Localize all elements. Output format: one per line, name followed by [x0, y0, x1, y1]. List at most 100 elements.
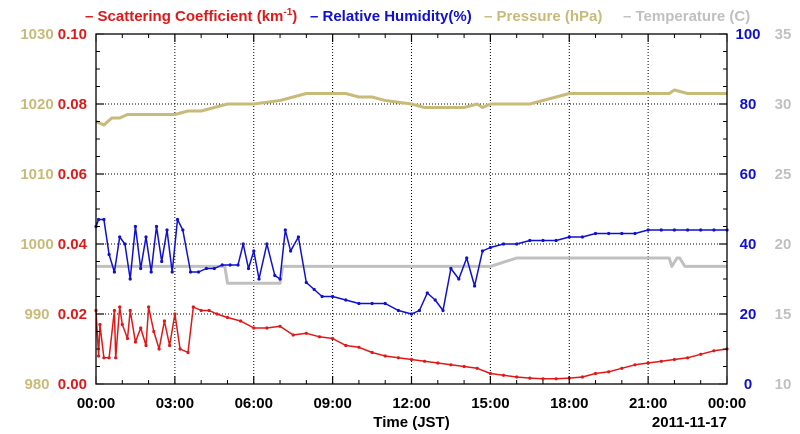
relative-humidity-point: [273, 273, 277, 278]
x-axis-tick-label: 00:00: [708, 395, 746, 412]
relative-humidity-point: [417, 308, 421, 313]
scattering-coefficient-point: [344, 343, 348, 348]
relative-humidity-point: [220, 263, 224, 267]
scattering-coefficient-point: [102, 356, 106, 360]
scattering-coefficient-point: [125, 336, 130, 341]
scattering-coefficient-point: [528, 376, 532, 380]
scattering-coefficient-point: [186, 350, 190, 355]
relative-humidity-point: [144, 235, 148, 239]
x-axis-tick-label: 06:00: [235, 395, 273, 412]
scattering-coefficient-point: [162, 319, 166, 323]
scattering-coefficient-point: [423, 359, 427, 363]
scattering-coefficient-point: [128, 308, 132, 313]
scattering-coefficient-point: [278, 324, 282, 328]
relative-humidity-point: [449, 266, 453, 271]
relative-humidity-point: [160, 259, 164, 264]
relative-humidity-point: [149, 270, 153, 274]
scattering-coefficient-point: [620, 366, 624, 370]
relative-humidity-point: [396, 308, 400, 313]
relative-humidity-point: [296, 235, 300, 239]
scattering-coefficient-point: [291, 333, 295, 337]
scattering-coefficient-point: [133, 340, 137, 344]
relative-humidity-point: [97, 217, 101, 222]
relative-humidity-point: [593, 231, 598, 236]
relative-humidity-point: [465, 256, 469, 260]
relative-humidity-point: [607, 231, 611, 236]
humidity-axis-tick-label: 20: [740, 306, 757, 323]
x-axis-title: Time (JST): [373, 414, 449, 431]
relative-humidity-point: [488, 245, 492, 250]
scattering-coefficient-point: [178, 347, 182, 351]
relative-humidity-point: [139, 266, 143, 271]
relative-humidity-point: [112, 270, 116, 274]
scattering-coefficient-point: [107, 356, 111, 360]
scattering-coefficient-point: [370, 350, 374, 355]
relative-humidity-point: [633, 231, 637, 236]
relative-humidity-point: [128, 277, 132, 281]
relative-humidity-point: [501, 242, 506, 246]
relative-humidity-point: [196, 270, 201, 274]
scattering-coefficient-point: [265, 326, 269, 330]
pressure-axis-tick-label: 1030: [20, 26, 53, 43]
scattering-coefficient-point: [436, 361, 440, 365]
scattering-coefficient-point: [118, 305, 122, 309]
pressure-axis-tick-label: 980: [24, 376, 49, 393]
relative-humidity-point: [312, 287, 316, 292]
scattering-coefficient-point: [152, 329, 156, 334]
pressure-series-line: [95, 88, 727, 127]
series-layer: [94, 88, 729, 381]
scattering-coefficient-series-line: [95, 306, 728, 380]
scattering-coefficient-point: [357, 345, 361, 349]
scattering-coefficient-point: [98, 322, 102, 327]
scattering-coefficient-point: [488, 371, 492, 376]
relative-humidity-point: [457, 277, 461, 281]
pressure-axis-tick-label: 990: [24, 306, 49, 323]
scattering-coefficient-point: [168, 343, 172, 348]
scattering-coefficient-point: [157, 347, 161, 351]
relative-humidity-point: [123, 242, 127, 246]
relative-humidity-point: [165, 228, 169, 232]
scattering-coefficient-point: [112, 308, 116, 313]
date-label: 2011-11-17: [652, 414, 727, 431]
humidity-axis-tick-label: 100: [735, 26, 760, 43]
scattering-axis-tick-label: 0.04: [58, 236, 88, 253]
axis-ticks: [95, 33, 728, 385]
humidity-axis-tick-label: 80: [740, 96, 757, 113]
relative-humidity-point: [265, 242, 269, 246]
relative-humidity-point: [175, 217, 180, 222]
relative-humidity-point: [672, 228, 677, 232]
relative-humidity-point: [252, 249, 256, 253]
scattering-coefficient-point: [304, 331, 308, 335]
scattering-coefficient-point: [712, 349, 716, 353]
humidity-axis-tick-label: 0: [744, 376, 752, 393]
relative-humidity-point: [686, 228, 690, 232]
scattering-coefficient-point: [191, 305, 195, 309]
temperature-axis-tick-label: 15: [775, 306, 792, 323]
relative-humidity-point: [320, 294, 324, 299]
relative-humidity-point: [357, 301, 361, 306]
scattering-coefficient-point: [144, 343, 148, 348]
scattering-coefficient-point: [699, 352, 703, 356]
scattering-coefficient-point: [331, 336, 335, 341]
legend-entry-2: – Relative Humidity(%): [310, 8, 472, 25]
relative-humidity-point: [107, 252, 111, 257]
temperature-axis-tick-label: 10: [775, 376, 792, 393]
relative-humidity-point: [283, 228, 287, 232]
relative-humidity-point: [170, 270, 174, 274]
scattering-coefficient-point: [147, 305, 151, 309]
scattering-coefficient-point: [607, 370, 611, 374]
scattering-coefficient-point: [114, 356, 118, 360]
pressure-axis-tick-label: 1020: [20, 96, 53, 113]
scattering-coefficient-point: [120, 322, 124, 327]
pressure-axis-tick-label: 1010: [20, 166, 53, 183]
relative-humidity-point: [344, 298, 348, 302]
x-axis-tick-label: 09:00: [313, 395, 351, 412]
relative-humidity-point: [189, 270, 193, 274]
relative-humidity-point: [246, 266, 251, 271]
scattering-coefficient-point: [383, 354, 387, 358]
relative-humidity-point: [331, 294, 335, 299]
scattering-coefficient-point: [593, 371, 598, 376]
relative-humidity-point: [712, 228, 716, 232]
relative-humidity-point: [133, 224, 137, 229]
temperature-axis-tick-label: 20: [775, 236, 792, 253]
